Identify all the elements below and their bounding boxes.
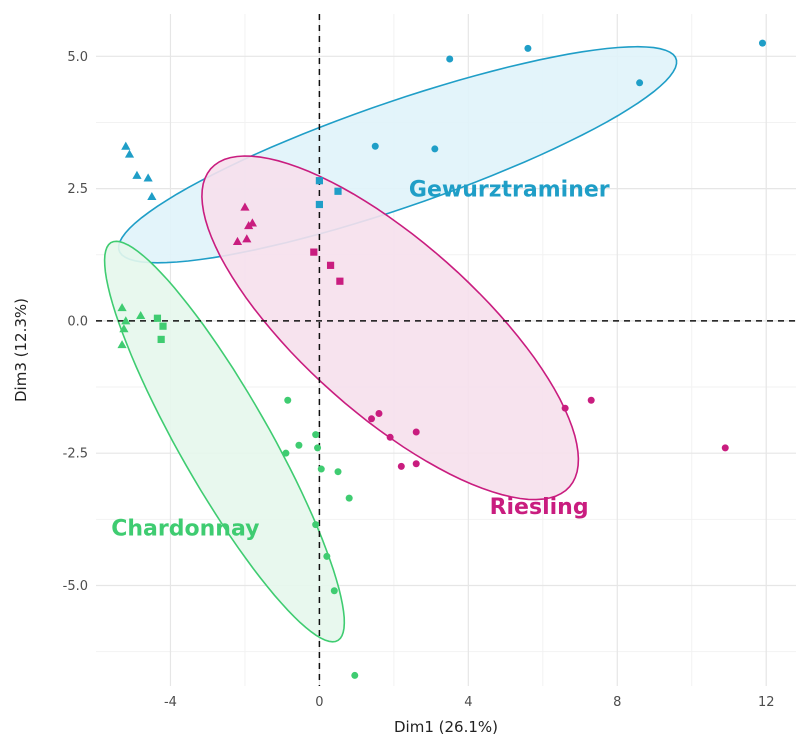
point-circle-gewurztraminer xyxy=(446,55,454,63)
point-circle-gewurztraminer xyxy=(371,142,379,150)
point-circle-riesling xyxy=(561,404,569,412)
point-circle-chardonnay xyxy=(312,521,320,529)
point-square-riesling xyxy=(310,248,318,256)
point-circle-chardonnay xyxy=(295,441,303,449)
point-circle-gewurztraminer xyxy=(431,145,439,153)
point-circle-gewurztraminer xyxy=(636,79,644,87)
point-circle-chardonnay xyxy=(312,431,320,439)
point-triangle-chardonnay xyxy=(117,303,127,312)
point-circle-riesling xyxy=(386,433,394,441)
point-square-chardonnay xyxy=(159,322,167,330)
point-circle-chardonnay xyxy=(334,468,342,476)
point-circle-riesling xyxy=(412,460,420,468)
point-square-riesling xyxy=(336,277,344,285)
group-label-riesling: Riesling xyxy=(490,495,589,520)
point-circle-riesling xyxy=(721,444,729,452)
point-circle-gewurztraminer xyxy=(524,44,532,52)
point-square-riesling xyxy=(326,261,335,269)
y-tick-label: -2.5 xyxy=(63,447,88,462)
point-circle-riesling xyxy=(412,428,420,436)
point-triangle-gewurztraminer xyxy=(121,141,131,150)
point-triangle-riesling xyxy=(240,202,250,211)
group-label-gewurztraminer: Gewurztraminer xyxy=(409,178,610,203)
point-square-gewurztraminer xyxy=(315,200,324,209)
x-tick-label: 0 xyxy=(315,695,323,710)
point-square-gewurztraminer xyxy=(315,177,324,185)
x-tick-label: 4 xyxy=(464,695,472,710)
point-triangle-riesling xyxy=(247,218,257,227)
point-triangle-gewurztraminer xyxy=(143,173,153,182)
point-circle-chardonnay xyxy=(330,587,338,595)
point-circle-gewurztraminer xyxy=(758,39,766,47)
point-triangle-chardonnay xyxy=(136,311,146,320)
point-square-chardonnay xyxy=(157,335,165,344)
point-triangle-riesling xyxy=(232,236,243,245)
point-triangle-chardonnay xyxy=(121,316,131,325)
x-tick-label: 12 xyxy=(758,695,775,710)
point-circle-riesling xyxy=(368,415,376,423)
point-triangle-gewurztraminer xyxy=(132,170,142,179)
point-triangle-gewurztraminer xyxy=(124,149,135,158)
x-tick-label: -4 xyxy=(164,695,177,710)
point-circle-riesling xyxy=(375,409,383,417)
point-triangle-chardonnay xyxy=(117,340,127,349)
point-circle-riesling xyxy=(587,396,595,404)
point-circle-chardonnay xyxy=(323,552,331,560)
point-triangle-riesling xyxy=(242,234,252,243)
group-labels: Gewurztraminer Riesling Chardonnay xyxy=(111,178,610,542)
y-tick-label: 0.0 xyxy=(67,314,88,329)
point-circle-chardonnay xyxy=(317,465,325,473)
group-label-chardonnay: Chardonnay xyxy=(111,516,259,541)
point-triangle-chardonnay xyxy=(119,324,129,333)
point-triangle-gewurztraminer xyxy=(147,191,157,201)
y-tick-label: 5.0 xyxy=(67,50,88,65)
x-tick-label: 8 xyxy=(613,695,621,710)
reference-lines xyxy=(96,14,796,686)
y-axis-title: Dim3 (12.3%) xyxy=(12,298,30,402)
y-tick-label: 2.5 xyxy=(67,182,88,197)
data-points xyxy=(117,39,766,679)
point-circle-chardonnay xyxy=(282,449,290,457)
y-tick-label: -5.0 xyxy=(63,579,88,594)
point-circle-chardonnay xyxy=(345,494,353,502)
point-circle-chardonnay xyxy=(351,671,359,679)
ellipse-riesling xyxy=(201,155,580,501)
point-square-gewurztraminer xyxy=(334,187,342,195)
point-square-chardonnay xyxy=(153,314,162,322)
point-circle-chardonnay xyxy=(284,396,292,404)
point-circle-riesling xyxy=(397,462,405,470)
x-axis-title: Dim1 (26.1%) xyxy=(394,718,498,736)
axis-tick-labels: -4 0 4 8 12 -5.0 -2.5 0.0 2.5 5.0 xyxy=(63,50,775,710)
point-circle-chardonnay xyxy=(314,444,322,452)
